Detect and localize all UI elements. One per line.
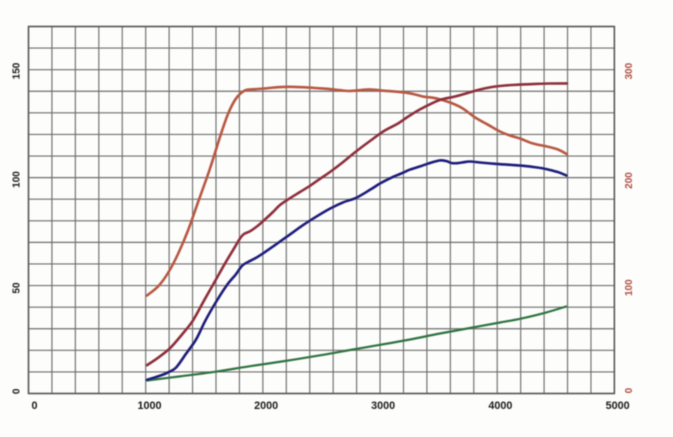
svg-text:2000: 2000 xyxy=(254,400,278,412)
svg-text:100: 100 xyxy=(624,279,635,296)
svg-text:0: 0 xyxy=(31,400,37,412)
svg-text:1000: 1000 xyxy=(137,400,161,412)
svg-text:0: 0 xyxy=(12,388,23,394)
svg-text:100: 100 xyxy=(12,171,23,188)
svg-text:50: 50 xyxy=(12,282,23,294)
svg-text:150: 150 xyxy=(12,62,23,79)
svg-text:5000: 5000 xyxy=(606,400,630,412)
svg-text:200: 200 xyxy=(624,172,635,189)
svg-text:3000: 3000 xyxy=(371,400,395,412)
svg-text:4000: 4000 xyxy=(488,400,512,412)
svg-text:300: 300 xyxy=(624,62,635,79)
svg-text:0: 0 xyxy=(624,387,635,393)
